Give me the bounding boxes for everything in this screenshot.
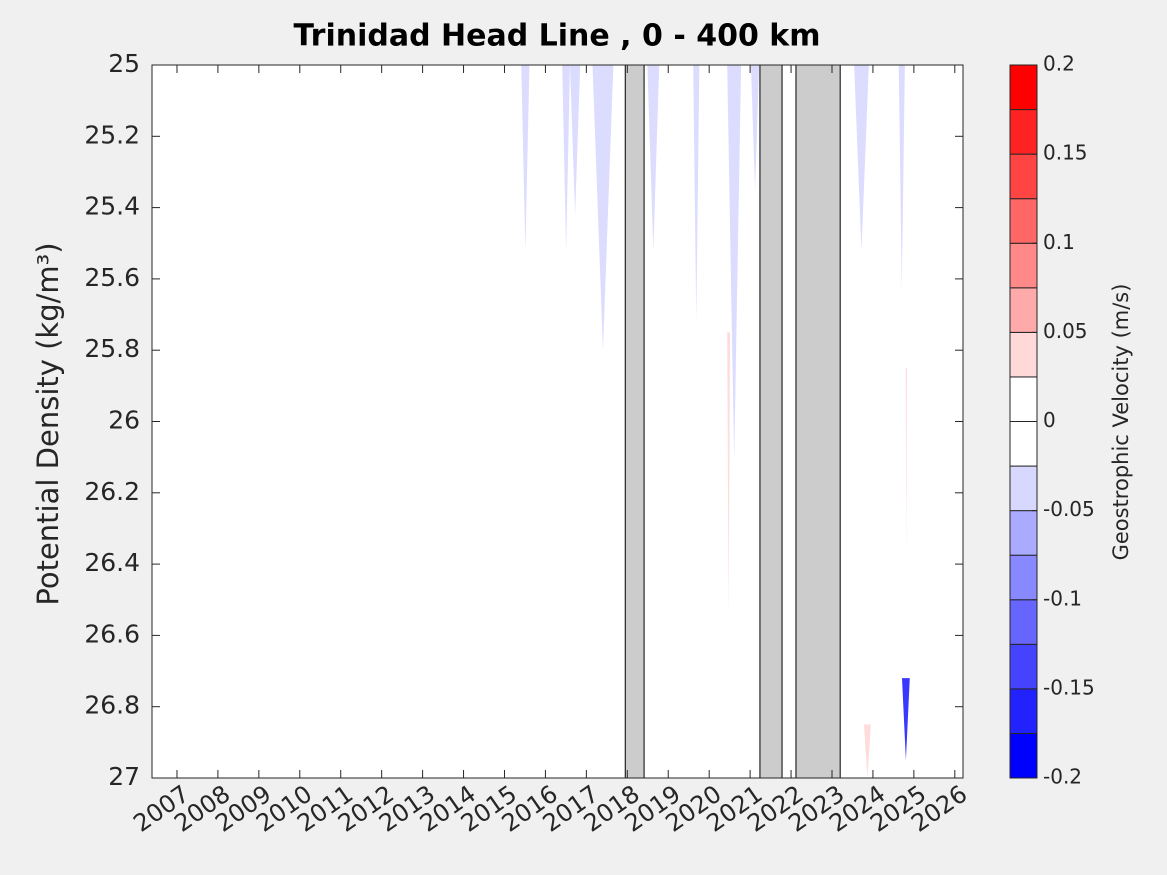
y-tick-label: 26: [108, 406, 140, 435]
colorbar-band: [1009, 599, 1038, 645]
colorbar-band: [1009, 198, 1038, 244]
colorbar-tick-label: 0: [1043, 408, 1056, 432]
velocity-streak: [854, 65, 869, 251]
plot-area: [152, 65, 963, 778]
velocity-streak: [521, 65, 530, 251]
colorbar-band: [1009, 242, 1038, 289]
velocity-streak: [647, 65, 660, 251]
velocity-streak: [898, 65, 905, 290]
colorbar-band: [1009, 421, 1038, 467]
data-gap: [624, 64, 645, 779]
chart-title: Trinidad Head Line , 0 - 400 km: [293, 19, 820, 54]
velocity-streak: [727, 332, 731, 618]
y-tick-label: 25.6: [84, 263, 140, 292]
velocity-streak: [905, 368, 907, 565]
colorbar-band: [1009, 510, 1038, 556]
y-tick-label: 26.8: [84, 691, 140, 720]
colorbar-tick-label: 0.15: [1043, 141, 1088, 165]
colorbar-band: [1009, 732, 1038, 779]
plot-content: [521, 64, 910, 779]
colorbar-tick-label: 0.2: [1043, 52, 1075, 76]
colorbar-band: [1009, 688, 1038, 734]
colorbar-band: [1009, 376, 1038, 422]
colorbar-band: [1009, 109, 1038, 155]
colorbar-band: [1009, 64, 1038, 111]
y-tick-label: 25.8: [84, 334, 140, 363]
velocity-streak: [863, 724, 871, 778]
colorbar-tick-label: -0.2: [1043, 765, 1082, 789]
colorbar-tick-label: -0.1: [1043, 586, 1082, 610]
y-tick-label: 25.2: [84, 120, 140, 149]
data-gap: [759, 64, 783, 779]
y-tick-label: 26.6: [84, 619, 140, 648]
velocity-streak: [562, 65, 570, 251]
colorbar-tick-label: 0.05: [1043, 319, 1088, 343]
colorbar-tick-label: -0.15: [1043, 675, 1095, 699]
colorbar-band: [1009, 554, 1038, 601]
y-tick-label: 25.4: [84, 192, 140, 221]
colorbar-label: Geostrophic Velocity (m/s): [1109, 284, 1133, 561]
velocity-streak: [750, 65, 760, 190]
colorbar-frame: [1009, 64, 1038, 779]
colorbar-tick-label: -0.05: [1043, 497, 1095, 521]
y-tick-label: 26.2: [84, 477, 140, 506]
data-gap: [795, 64, 841, 779]
colorbar-band: [1009, 331, 1038, 378]
velocity-streak: [592, 65, 614, 351]
y-tick-label: 27: [108, 762, 140, 791]
colorbar-band: [1009, 153, 1038, 200]
colorbar-band: [1009, 287, 1038, 333]
colorbar-tick-label: 0.1: [1043, 230, 1075, 254]
velocity-streak: [693, 65, 700, 322]
velocity-streak: [902, 678, 910, 761]
y-tick-label: 25: [108, 49, 140, 78]
colorbar-band: [1009, 465, 1038, 512]
y-tick-label: 26.4: [84, 548, 140, 577]
colorbar-band: [1009, 643, 1038, 690]
velocity-streak: [569, 65, 581, 215]
y-axis-label: Potential Density (kg/m³): [31, 242, 65, 605]
velocity-streak: [727, 65, 742, 461]
